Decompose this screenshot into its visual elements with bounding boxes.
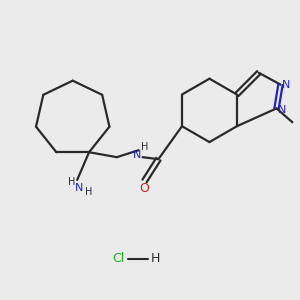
Text: N: N — [282, 80, 291, 90]
Text: O: O — [140, 182, 149, 195]
Text: H: H — [68, 177, 75, 187]
Text: H: H — [85, 187, 93, 197]
Text: N: N — [132, 150, 141, 160]
Text: N: N — [278, 105, 287, 116]
Text: H: H — [150, 253, 160, 266]
Text: H: H — [141, 142, 148, 152]
Text: N: N — [75, 183, 83, 193]
Text: Cl: Cl — [112, 253, 124, 266]
